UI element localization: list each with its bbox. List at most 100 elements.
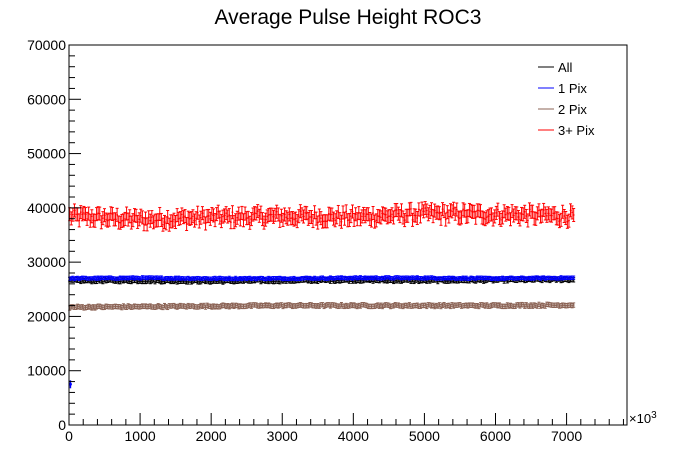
data-point [241, 305, 243, 308]
data-point [214, 305, 216, 308]
data-point [182, 277, 185, 280]
data-point [421, 207, 423, 210]
data-point [560, 218, 562, 221]
data-point [536, 212, 539, 215]
data-point [378, 305, 381, 308]
data-point [198, 305, 201, 308]
data-point [534, 217, 537, 220]
data-point [397, 276, 400, 279]
data-point [271, 277, 273, 280]
data-point [244, 305, 246, 308]
data-point [395, 209, 398, 211]
data-point [381, 277, 384, 279]
data-point [476, 276, 479, 279]
data-point [81, 305, 84, 308]
data-point [120, 220, 123, 222]
data-point [201, 212, 204, 215]
data-point [105, 276, 107, 279]
data-point [326, 277, 329, 280]
data-point [95, 213, 98, 216]
data-point [384, 276, 387, 279]
data-point [301, 213, 303, 216]
data-point [184, 215, 186, 217]
data-point [495, 304, 498, 306]
data-point [173, 304, 175, 307]
data-point [375, 304, 378, 307]
data-point [233, 221, 235, 224]
data-point [523, 210, 526, 213]
data-point [482, 217, 485, 220]
data-point [304, 211, 307, 214]
data-point [329, 276, 332, 279]
data-point [266, 215, 269, 218]
data-point [362, 213, 365, 215]
data-point [481, 276, 483, 279]
data-point [397, 212, 400, 215]
data-point [158, 305, 161, 308]
data-point [383, 304, 386, 307]
data-point [438, 277, 441, 280]
data-point [198, 277, 201, 280]
data-point [481, 303, 483, 306]
data-point [361, 303, 363, 306]
data-point [237, 305, 240, 308]
data-point [384, 213, 387, 216]
data-point [84, 277, 87, 279]
data-point [416, 217, 419, 219]
data-point [320, 217, 322, 220]
data-point [561, 277, 564, 280]
data-point [364, 304, 367, 306]
data-point [236, 216, 239, 219]
data-point [345, 277, 348, 280]
data-point [150, 306, 153, 308]
data-point [509, 218, 512, 221]
data-point [187, 216, 190, 219]
data-point [508, 305, 510, 308]
data-point [389, 305, 392, 308]
data-point [125, 276, 128, 279]
data-point [79, 277, 82, 280]
data-point [460, 216, 463, 219]
data-point [541, 276, 543, 279]
data-point [203, 277, 205, 280]
data-point [511, 210, 513, 213]
data-point [207, 305, 210, 308]
data-point [195, 306, 198, 308]
data-point [301, 304, 303, 307]
data-point [533, 217, 536, 220]
data-point [132, 219, 134, 222]
data-point [237, 277, 240, 280]
data-point [157, 276, 160, 279]
data-point [139, 305, 142, 308]
data-point [441, 304, 444, 307]
data-point [264, 218, 267, 221]
data-point [259, 277, 262, 279]
data-point [466, 305, 469, 307]
data-point [515, 212, 518, 215]
data-point [394, 276, 397, 279]
data-point [130, 280, 133, 283]
data-point [313, 304, 316, 307]
data-point [259, 280, 262, 283]
data-point [196, 277, 199, 279]
data-point [163, 280, 166, 283]
data-point [177, 217, 180, 220]
data-point [451, 276, 453, 279]
data-point [119, 276, 122, 279]
data-point [459, 277, 461, 280]
data-point [105, 279, 107, 282]
data-point [572, 214, 575, 216]
data-point [277, 277, 280, 280]
data-point [266, 304, 269, 307]
data-point [185, 277, 188, 280]
data-point [95, 305, 98, 308]
data-point [545, 277, 548, 279]
series-1-pix [68, 275, 576, 389]
data-point [484, 305, 487, 307]
data-point [135, 305, 137, 308]
data-point [496, 304, 499, 307]
data-point [222, 304, 224, 307]
data-point [310, 304, 313, 306]
data-point [269, 277, 272, 280]
data-point [206, 304, 209, 307]
